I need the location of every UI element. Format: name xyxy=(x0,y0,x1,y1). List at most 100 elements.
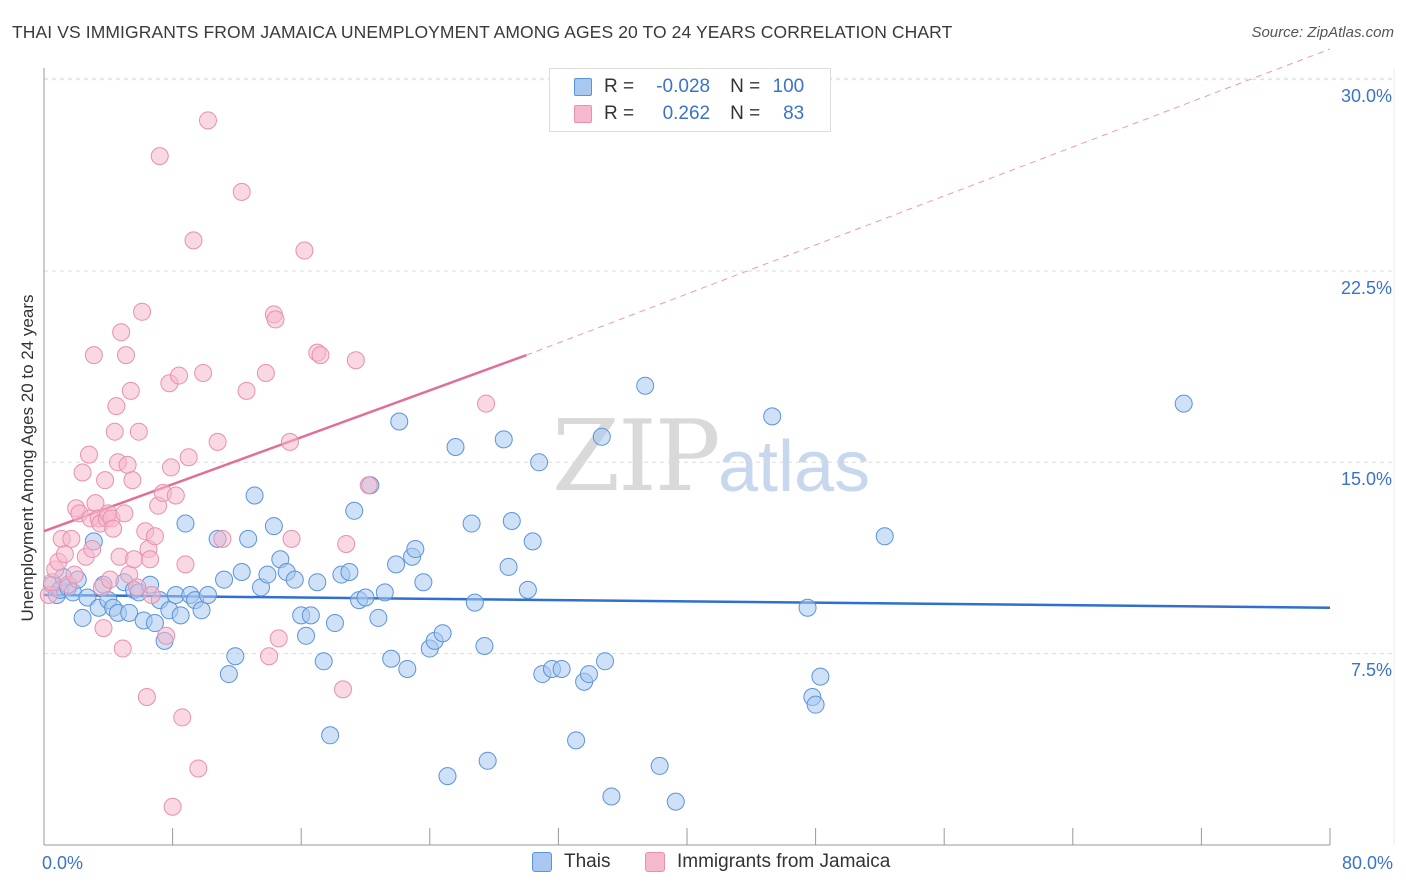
thais-point xyxy=(387,555,406,574)
thais-point xyxy=(258,565,277,584)
thais-point xyxy=(382,649,401,668)
jamaica-point xyxy=(150,147,169,166)
thais-point xyxy=(462,514,481,533)
thais-point xyxy=(406,540,425,559)
thais-point xyxy=(390,412,409,431)
series-legend: Thais Immigrants from Jamaica xyxy=(0,851,1406,877)
thais-point xyxy=(264,517,283,536)
thais-point xyxy=(494,430,513,449)
thais-point xyxy=(465,593,484,612)
jamaica-point xyxy=(123,471,142,490)
jamaica-point xyxy=(125,550,144,569)
jamaica-point xyxy=(80,445,99,464)
jamaica-point xyxy=(337,534,356,553)
y-tick-label: 30.0% xyxy=(1340,86,1392,106)
legend-item-thais[interactable]: Thais xyxy=(532,851,610,873)
thais-trend-line xyxy=(43,593,1331,609)
jamaica-point xyxy=(194,364,213,383)
jamaica-point xyxy=(208,432,227,451)
legend-row-thais: R = -0.028 N = 100 xyxy=(574,74,804,100)
thais-point xyxy=(345,501,364,520)
thais-point xyxy=(314,652,333,671)
jamaica-point xyxy=(295,241,314,260)
legend-n-label: N = xyxy=(730,76,761,97)
jamaica-point xyxy=(282,529,301,548)
thais-point xyxy=(499,557,518,576)
jamaica-point xyxy=(359,476,378,495)
jamaica-point xyxy=(184,231,203,250)
thais-point xyxy=(239,529,258,548)
y-axis-label: Unemployment Among Ages 20 to 24 years xyxy=(18,295,37,622)
jamaica-point xyxy=(237,381,256,400)
jamaica-point xyxy=(260,647,279,666)
thais-point xyxy=(176,514,195,533)
watermark-zip: ZIP xyxy=(552,400,721,514)
thais-point xyxy=(198,585,217,604)
thais-point xyxy=(763,407,782,426)
thais-point xyxy=(285,570,304,589)
jamaica-point xyxy=(346,351,365,370)
jamaica-point xyxy=(333,680,352,699)
jamaica-point xyxy=(198,111,217,130)
thais-point xyxy=(219,665,238,684)
jamaica-point xyxy=(107,397,126,416)
thais-point xyxy=(301,606,320,625)
jamaica-point xyxy=(266,310,285,329)
thais-point xyxy=(356,588,375,607)
jamaica-point xyxy=(116,346,135,365)
legend-swatch-icon xyxy=(532,852,552,872)
jamaica-point xyxy=(115,504,134,523)
jamaica-point xyxy=(142,585,161,604)
thais-point xyxy=(398,659,417,678)
jamaica-point xyxy=(62,529,81,548)
thais-point xyxy=(567,731,586,750)
jamaica-point xyxy=(256,364,275,383)
thais-point xyxy=(321,726,340,745)
legend-n-value: 83 xyxy=(783,103,805,124)
legend-n-label: N = xyxy=(730,103,761,124)
thais-point xyxy=(297,626,316,645)
legend-item-jamaica[interactable]: Immigrants from Jamaica xyxy=(645,851,890,873)
thais-point xyxy=(192,601,211,620)
jamaica-point xyxy=(141,550,160,569)
thais-point xyxy=(596,652,615,671)
chart-title: THAI VS IMMIGRANTS FROM JAMAICA UNEMPLOY… xyxy=(12,22,953,42)
jamaica-point xyxy=(94,619,113,638)
thais-point xyxy=(523,532,542,551)
jamaica-point xyxy=(129,422,148,441)
jamaica-point xyxy=(113,639,132,658)
jamaica-point xyxy=(170,366,189,385)
jamaica-point xyxy=(163,797,182,816)
source-label: Source: ZipAtlas.com xyxy=(1251,24,1394,41)
thais-point xyxy=(1174,394,1193,413)
jamaica-point xyxy=(161,458,180,477)
thais-point xyxy=(433,624,452,643)
thais-point xyxy=(369,608,388,627)
thais-point xyxy=(475,637,494,655)
jamaica-trend-extension xyxy=(526,48,1331,356)
jamaica-point xyxy=(133,302,152,321)
y-tick-label: 7.5% xyxy=(1350,660,1392,680)
jamaica-point xyxy=(176,555,195,574)
thais-point xyxy=(446,438,465,456)
legend-swatch-icon xyxy=(645,852,665,872)
legend-label: Immigrants from Jamaica xyxy=(677,851,891,872)
jamaica-point xyxy=(73,463,92,482)
thais-point xyxy=(171,606,190,625)
jamaica-point xyxy=(157,626,176,645)
thais-point xyxy=(78,588,97,607)
legend-r-value: 0.262 xyxy=(662,103,711,124)
jamaica-point xyxy=(137,688,156,707)
thais-point xyxy=(340,563,359,582)
jamaica-point xyxy=(145,527,164,546)
x-tick-label-right: 80.0% xyxy=(1341,853,1393,873)
jamaica-point xyxy=(128,578,147,597)
thais-point xyxy=(530,453,549,472)
thais-point xyxy=(308,573,327,592)
jamaica-point xyxy=(65,565,84,584)
thais-point xyxy=(438,767,457,786)
legend-r-label: R = xyxy=(604,76,635,97)
jamaica-point xyxy=(166,486,185,505)
jamaica-point xyxy=(104,519,123,538)
